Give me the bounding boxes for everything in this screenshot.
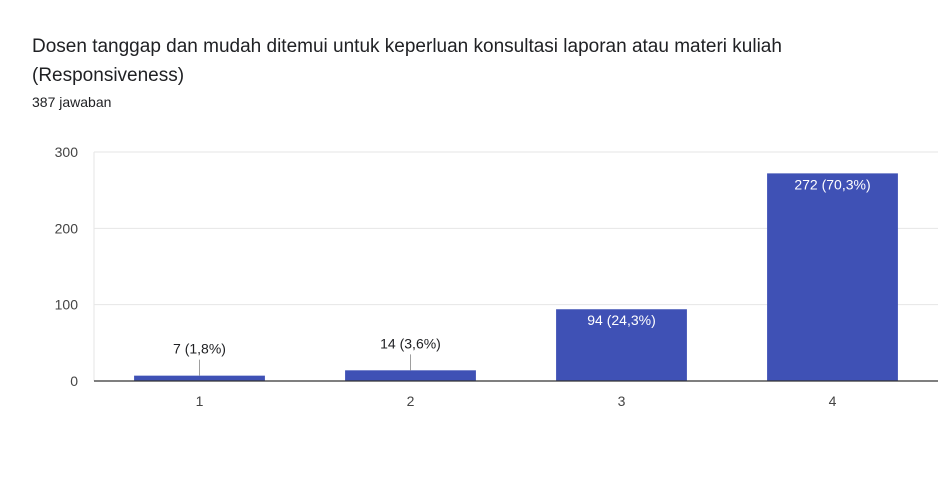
- data-label: 14 (3,6%): [380, 335, 441, 351]
- data-label: 7 (1,8%): [173, 341, 226, 357]
- x-tick-label: 4: [829, 393, 837, 409]
- y-tick-label: 0: [70, 373, 78, 389]
- y-tick-label: 200: [55, 220, 79, 236]
- data-label: 272 (70,3%): [794, 176, 870, 192]
- data-label: 94 (24,3%): [587, 312, 655, 328]
- bar: [556, 309, 687, 381]
- bar: [345, 370, 476, 381]
- chart-title: Dosen tanggap dan mudah ditemui untuk ke…: [32, 36, 782, 86]
- x-tick-label: 3: [618, 393, 626, 409]
- response-count: 387 jawaban: [32, 94, 112, 110]
- x-tick-label: 1: [196, 393, 204, 409]
- bar: [134, 375, 265, 381]
- bar: [767, 173, 898, 381]
- x-tick-label: 2: [407, 393, 415, 409]
- y-tick-label: 300: [55, 144, 79, 160]
- y-tick-label: 100: [55, 297, 79, 313]
